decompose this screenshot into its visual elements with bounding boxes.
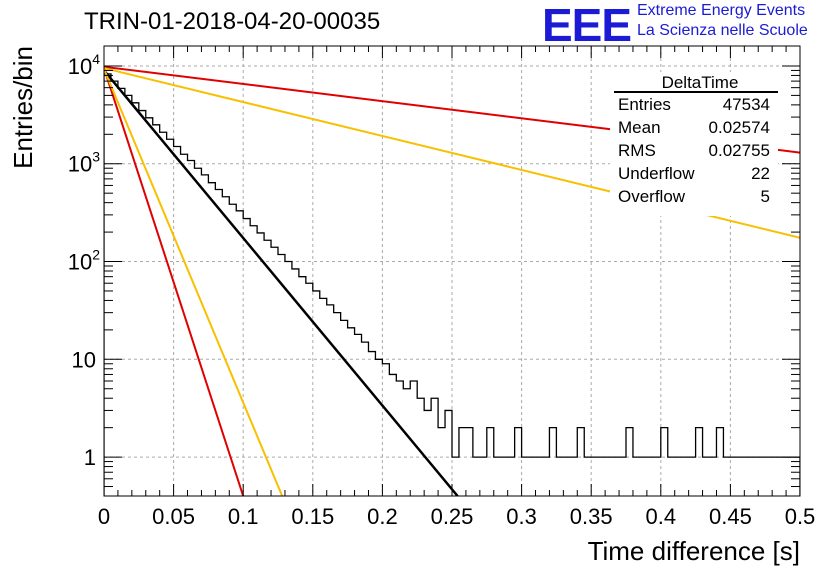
fit-line-3 bbox=[104, 68, 284, 496]
stats-label: RMS bbox=[618, 141, 656, 160]
x-tick-label: 0.1 bbox=[228, 504, 259, 529]
x-tick-label: 0.5 bbox=[785, 504, 816, 529]
stats-box: DeltaTime Entries 47534 Mean 0.02574 RMS 0.027… bbox=[610, 72, 778, 216]
x-axis-label: Time difference [s] bbox=[588, 536, 800, 566]
stats-title: DeltaTime bbox=[662, 73, 739, 92]
stats-label: Overflow bbox=[618, 187, 686, 206]
x-tick-label: 0.25 bbox=[431, 504, 474, 529]
y-axis-label: Entries/bin bbox=[8, 46, 38, 169]
stats-value: 5 bbox=[761, 187, 770, 206]
x-tick-label: 0.2 bbox=[367, 504, 398, 529]
fit-line-1 bbox=[104, 69, 459, 496]
x-tick-label: 0.15 bbox=[291, 504, 334, 529]
histogram-deltatime bbox=[104, 73, 800, 496]
logo-line-2: La Scienza nelle Scuole bbox=[637, 22, 808, 39]
x-tick-label: 0.3 bbox=[506, 504, 537, 529]
x-tick-label: 0.35 bbox=[570, 504, 613, 529]
chart-title: TRIN-01-2018-04-20-00035 bbox=[84, 8, 381, 35]
logo-line-1: Extreme Energy Events bbox=[637, 2, 806, 19]
stats-label: Underflow bbox=[618, 164, 695, 183]
x-tick-label: 0 bbox=[98, 504, 110, 529]
y-tick-label: 1 bbox=[84, 445, 96, 470]
axes: 0 0.05 0.1 0.15 0.2 0.25 0.3 0.35 0.4 0.45 0.5 1 10 1… bbox=[8, 45, 816, 566]
x-tick-label: 0.05 bbox=[152, 504, 195, 529]
y-tick-label: 103 bbox=[68, 149, 100, 177]
y-tick-label: 102 bbox=[68, 247, 100, 275]
fit-line-2 bbox=[104, 67, 245, 496]
stats-value: 22 bbox=[751, 164, 770, 183]
x-tick-label: 0.45 bbox=[709, 504, 752, 529]
stats-label: Entries bbox=[618, 95, 671, 114]
y-tick-label: 104 bbox=[68, 51, 100, 79]
x-tick-label: 0.4 bbox=[646, 504, 677, 529]
stats-label: Mean bbox=[618, 118, 661, 137]
y-tick-label: 10 bbox=[72, 347, 96, 372]
stats-box-bg bbox=[610, 72, 778, 216]
stats-value: 0.02755 bbox=[709, 141, 770, 160]
eee-logo: EEE bbox=[542, 0, 632, 51]
stats-value: 47534 bbox=[723, 95, 770, 114]
stats-value: 0.02574 bbox=[709, 118, 770, 137]
